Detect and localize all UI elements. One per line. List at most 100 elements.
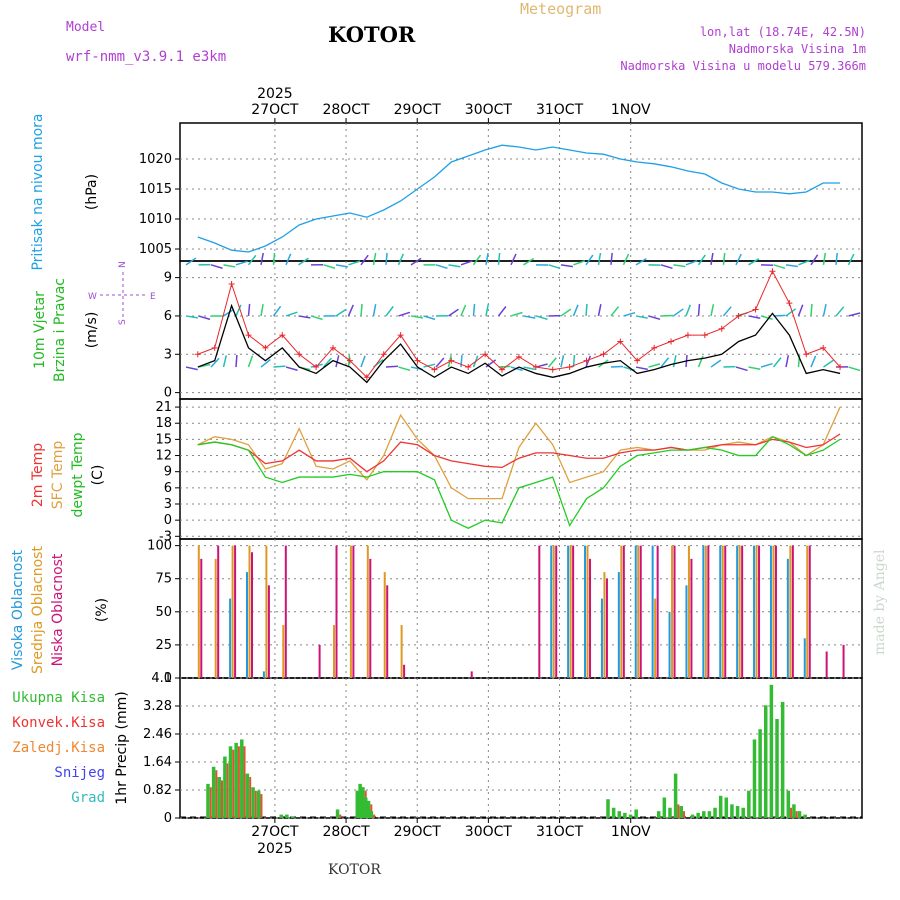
wind-arrow [485, 359, 497, 368]
cloud-bar-niska [724, 545, 727, 678]
wind-arrow [510, 253, 517, 266]
precip-legend-item: Konvek.Kisa [12, 715, 105, 731]
cloud-bar-niska [555, 545, 558, 678]
cloud-unit-label: (%) [94, 598, 110, 622]
ytick-label: 0.82 [143, 783, 172, 798]
cloud-bar-srednja [552, 545, 555, 678]
model-elevation-label: Nadmorska Visina u modelu 579.366m [620, 59, 866, 73]
precip-total-bar [251, 787, 255, 818]
wind-arrow [560, 355, 565, 368]
wind-arrow [460, 304, 467, 317]
precip-conv-bar [790, 807, 793, 818]
cloud-bar-srednja [248, 545, 251, 678]
precip-conv-bar [249, 777, 252, 818]
wind-arrow [397, 253, 405, 266]
gust-marker [262, 344, 269, 351]
wind-arrow [285, 253, 292, 266]
pressure-line [197, 144, 841, 253]
wind-arrow [785, 308, 797, 317]
wind-arrow [585, 355, 592, 368]
ytick-label: 21 [155, 400, 172, 415]
gust-marker [837, 364, 844, 371]
cloud-bar-niska [825, 651, 828, 678]
precip-total-bar [228, 746, 233, 818]
wind-arrow [360, 355, 366, 368]
gust-marker [245, 332, 252, 339]
gust-marker [515, 353, 522, 360]
gust-marker [735, 312, 742, 319]
model-name: wrf-nmm_v3.9.1 e3km [66, 49, 227, 65]
ytick-label: 0 [164, 513, 172, 528]
precip-total-bar [730, 804, 734, 818]
precip-total-bar [758, 729, 762, 818]
wind-arrow [772, 357, 782, 368]
wind-arrow [185, 315, 198, 319]
wind-arrow [610, 252, 613, 265]
cloud-bar-srednja [383, 572, 386, 678]
xtick-label-bottom: 30OCT [465, 824, 513, 840]
wind-arrow [785, 264, 798, 268]
wind-arrow [848, 366, 861, 372]
wind-arrow [760, 315, 773, 320]
xtick-label-top: 28OCT [322, 102, 370, 118]
precip-total-bar [747, 790, 751, 818]
wind-arrow [485, 304, 490, 317]
year-label-bottom: 2025 [257, 841, 293, 857]
wind-arrow [497, 252, 501, 265]
cloud-bar-srednja [772, 545, 775, 678]
wind-arrow [523, 315, 536, 319]
cloud-bar-niska [470, 671, 473, 678]
gust-marker [363, 374, 370, 381]
precip-total-bar [775, 718, 779, 818]
cloud-bar-niska [639, 545, 642, 678]
wind-arrow [523, 257, 535, 266]
wind-arrow [547, 357, 557, 368]
footer-station: KOTOR [328, 862, 381, 878]
wind-arrow [748, 258, 760, 266]
precip-conv-bar [795, 811, 798, 818]
cloud-bar-visoka [584, 545, 587, 678]
gust-marker [634, 357, 641, 364]
compass-e-label: E [150, 292, 156, 302]
precip-total-bar [256, 790, 261, 818]
meteogram-label: Meteogram [520, 0, 602, 18]
wind-arrow [623, 311, 636, 317]
wind-arrow [673, 264, 686, 268]
ytick-label: 1010 [139, 212, 172, 227]
cloud-high-axis-title: Visoka Oblacnost [10, 549, 26, 670]
cloud-bar-niska [774, 545, 777, 678]
temp-unit-label: (C) [90, 465, 106, 486]
cloud-bar-niska [690, 558, 693, 678]
wind-arrow [572, 304, 579, 317]
precip-total-bar [679, 806, 683, 818]
wind-arrow [222, 355, 228, 368]
precip-total-bar [234, 742, 238, 818]
precip-conv-bar [232, 749, 235, 818]
precip-total-bar [769, 684, 774, 818]
cloud-bar-srednja [282, 625, 285, 678]
ytick-label: 0 [164, 811, 172, 826]
precip-conv-bar [237, 746, 240, 818]
gust-marker [346, 357, 353, 364]
ytick-label: 1005 [139, 242, 172, 257]
wind-arrow [773, 314, 786, 317]
wind-arrow [372, 252, 377, 265]
ytick-label: 2.46 [143, 727, 172, 742]
wind-arrow [247, 355, 254, 368]
precip-total-bar [279, 814, 283, 818]
model-label: Model [66, 20, 106, 35]
wind-arrow [673, 308, 684, 317]
ytick-label: 25 [155, 638, 172, 653]
gust-marker [651, 344, 658, 351]
precip-total-bar [245, 773, 250, 818]
precip-conv-bar [677, 804, 680, 818]
ytick-label: 1015 [139, 182, 172, 197]
wind-arrow [697, 254, 706, 266]
cloud-bar-visoka [651, 545, 654, 678]
xtick-label-bottom: 31OCT [536, 824, 584, 840]
cloud-bar-srednja [654, 598, 657, 678]
wind-arrow [585, 303, 588, 317]
cloud-bar-visoka [634, 545, 637, 678]
wind-arrow [460, 260, 473, 266]
gust-marker [228, 281, 235, 287]
